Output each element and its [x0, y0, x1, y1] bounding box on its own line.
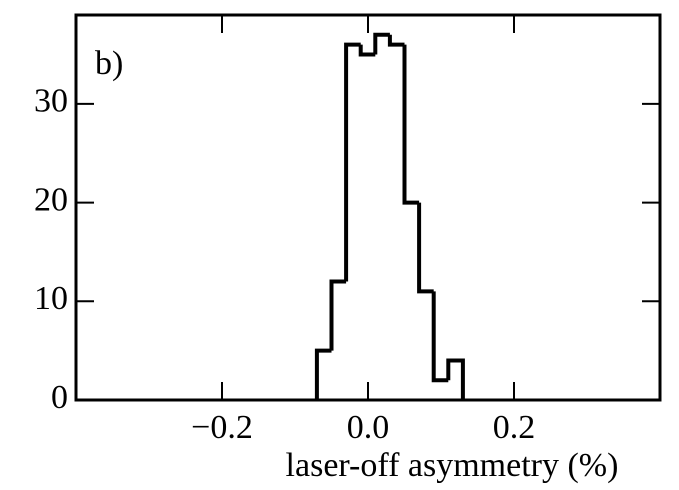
histogram-bar	[417, 202, 434, 294]
y-tick-label: 10	[34, 280, 68, 317]
x-tick-label: 0.2	[493, 409, 536, 446]
y-tick-label: 20	[34, 181, 68, 218]
histogram-bar	[329, 279, 347, 351]
histogram-bar	[402, 44, 420, 205]
plot-frame	[74, 13, 662, 402]
x-axis-label: laser-off asymmetry (%)	[286, 447, 619, 484]
histogram-bar	[314, 348, 332, 400]
x-tick-label: 0.0	[347, 409, 390, 446]
histogram-bar	[344, 42, 361, 282]
histogram-bar	[358, 44, 376, 57]
y-tick-label: 0	[51, 379, 68, 416]
panel-label: b)	[95, 45, 123, 82]
histogram-bar	[387, 34, 405, 47]
histogram-bar	[446, 358, 465, 400]
histogram-bar	[431, 291, 449, 383]
x-tick-label: −0.2	[191, 409, 253, 446]
y-tick-label: 30	[34, 83, 68, 120]
histogram-bar	[373, 32, 390, 55]
